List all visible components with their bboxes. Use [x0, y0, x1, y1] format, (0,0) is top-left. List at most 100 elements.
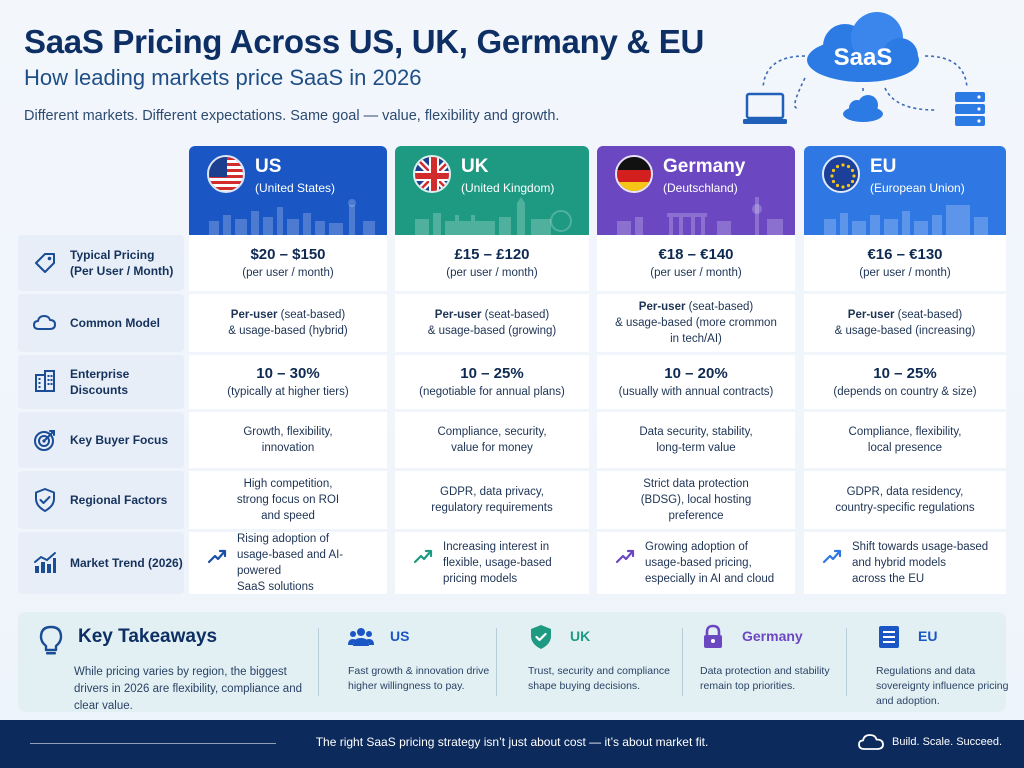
- model-text: in tech/AI): [670, 333, 722, 345]
- takeaway-desc: Fast growth & innovation drive higher wi…: [348, 665, 490, 692]
- uk-skyline-illustration: [415, 197, 572, 235]
- trend-text: Increasing interest in: [443, 541, 550, 553]
- model-text: (seat-based): [481, 309, 550, 321]
- document-icon: [879, 626, 899, 648]
- cloud-icon: [807, 12, 919, 82]
- cloud-icon: [33, 315, 56, 330]
- row-label-text: Regional Factors: [70, 493, 168, 507]
- row-key-buyer-focus: Key Buyer Focus Growth, flexibility, inno…: [18, 412, 1006, 468]
- divider: [318, 628, 319, 696]
- trend-text: SaaS solutions: [237, 581, 314, 593]
- eu-skyline-illustration: [824, 205, 988, 235]
- row-label: Common Model: [18, 294, 184, 352]
- column-header-eu: EU (European Union): [804, 146, 1006, 235]
- focus-text: innovation: [261, 442, 315, 454]
- discount-range: 10 – 30%: [256, 365, 320, 382]
- price-tag-icon: [35, 253, 55, 273]
- trend-text: across the EU: [852, 573, 925, 585]
- trend-text: pricing models: [443, 573, 518, 585]
- divider: [682, 628, 683, 696]
- focus-text: Compliance, security,: [437, 426, 547, 438]
- focus-text: Compliance, flexibility,: [848, 426, 962, 438]
- takeaway-name: Germany: [742, 628, 803, 644]
- trend-text: Rising adoption of: [237, 533, 330, 545]
- server-icon: [955, 92, 985, 126]
- trend-up-icon: [413, 549, 433, 564]
- us-skyline-illustration: [209, 199, 375, 235]
- cell-discount-germany: 10 – 20% (usually with annual contracts): [597, 355, 795, 409]
- cell-trend-germany: Growing adoption of usage-based pricing, e…: [597, 532, 795, 594]
- price-note: (per user / month): [650, 267, 742, 279]
- takeaway-desc: Regulations and data sovereignty influen…: [876, 665, 1009, 707]
- row-label: Regional Factors: [18, 471, 184, 529]
- cell-focus-uk: Compliance, security, value for money: [395, 412, 589, 468]
- column-name: Germany: [663, 156, 746, 177]
- cell-trend-eu: Shift towards usage-based and hybrid mode…: [804, 532, 1006, 594]
- column-header-uk: UK (United Kingdom): [395, 146, 589, 235]
- cell-discount-uk: 10 – 25% (negotiable for annual plans): [395, 355, 589, 409]
- row-common-model: Common Model Per-user (seat-based) & usa…: [18, 294, 1006, 352]
- trend-up-icon: [822, 549, 842, 564]
- page-subtitle: How leading markets price SaaS in 2026: [24, 65, 422, 90]
- trend-text: and hybrid models: [852, 557, 946, 569]
- saas-cloud-illustration: SaaS: [735, 8, 1010, 136]
- trend-up-icon: [207, 549, 227, 564]
- column-subname: (United States): [255, 181, 336, 195]
- germany-skyline-illustration: [617, 197, 783, 235]
- germany-flag-icon: [615, 155, 653, 193]
- discount-range: 10 – 20%: [664, 365, 728, 382]
- focus-text: Growth, flexibility,: [243, 426, 333, 438]
- focus-text: value for money: [451, 442, 533, 454]
- cell-factors-uk: GDPR, data privacy, regulatory requiremen…: [395, 471, 589, 529]
- model-text: (seat-based): [277, 309, 346, 321]
- cell-factors-eu: GDPR, data residency, country-specific re…: [804, 471, 1006, 529]
- column-subname: (United Kingdom): [461, 181, 555, 195]
- factor-text: GDPR, data residency,: [846, 486, 964, 498]
- row-label-text: Common Model: [70, 316, 160, 330]
- model-text: & usage-based (increasing): [834, 325, 976, 337]
- key-takeaways-panel: Key Takeaways While pricing varies by re…: [18, 612, 1009, 712]
- row-label: Typical Pricing (Per User / Month): [18, 235, 184, 291]
- cell-model-us: Per-user (seat-based) & usage-based (hyb…: [189, 294, 387, 352]
- cell-focus-germany: Data security, stability, long-term value: [597, 412, 795, 468]
- trend-text: usage-based pricing,: [645, 557, 752, 569]
- cell-discount-eu: 10 – 25% (depends on country & size): [804, 355, 1006, 409]
- cell-factors-germany: Strict data protection (BDSG), local host…: [597, 471, 795, 529]
- footer-bar: The right SaaS pricing strategy isn’t ju…: [0, 720, 1024, 768]
- footer-brand-text: Build. Scale. Succeed.: [892, 736, 1003, 748]
- footer-message: The right SaaS pricing strategy isn’t ju…: [315, 735, 709, 749]
- takeaways-title: Key Takeaways: [78, 626, 218, 647]
- cell-pricing-uk: £15 – £120 (per user / month): [395, 235, 589, 291]
- discount-note: (usually with annual contracts): [618, 386, 774, 398]
- model-text: (seat-based): [685, 301, 754, 313]
- lightbulb-icon: [39, 625, 63, 655]
- trend-text: flexible, usage-based: [443, 557, 552, 569]
- factor-text: country-specific regulations: [835, 502, 975, 514]
- factor-text: preference: [668, 510, 724, 522]
- column-name: UK: [461, 156, 489, 177]
- model-highlight: Per-user: [230, 309, 278, 321]
- target-icon: [34, 430, 55, 451]
- trend-text: Shift towards usage-based: [852, 541, 989, 553]
- takeaway-desc: Data protection and stability remain top…: [700, 665, 830, 692]
- us-flag-icon: [207, 155, 245, 193]
- model-text: & usage-based (hybrid): [228, 325, 348, 337]
- price-note: (per user / month): [446, 267, 538, 279]
- takeaways-text: While pricing varies by region, the bigg…: [74, 666, 302, 712]
- column-header-germany: Germany (Deutschland): [597, 146, 795, 235]
- row-enterprise-discounts: Enterprise Discounts 10 – 30% (typically …: [18, 355, 1006, 409]
- cell-model-eu: Per-user (seat-based) & usage-based (inc…: [804, 294, 1006, 352]
- discount-note: (depends on country & size): [833, 386, 977, 398]
- cell-trend-uk: Increasing interest in flexible, usage-ba…: [395, 532, 589, 594]
- column-name: US: [255, 156, 282, 177]
- price-range: €18 – €140: [658, 246, 734, 263]
- focus-text: local presence: [867, 442, 943, 454]
- factor-text: High competition,: [243, 478, 333, 490]
- saas-badge-text: SaaS: [834, 44, 893, 71]
- divider: [496, 628, 497, 696]
- cell-focus-eu: Compliance, flexibility, local presence: [804, 412, 1006, 468]
- cell-model-germany: Per-user (seat-based) & usage-based (mor…: [597, 294, 795, 352]
- row-regional-factors: Regional Factors High competition, strong…: [18, 471, 1006, 529]
- model-text: & usage-based (more crommon: [615, 317, 777, 329]
- tagline: Different markets. Different expectation…: [24, 108, 560, 124]
